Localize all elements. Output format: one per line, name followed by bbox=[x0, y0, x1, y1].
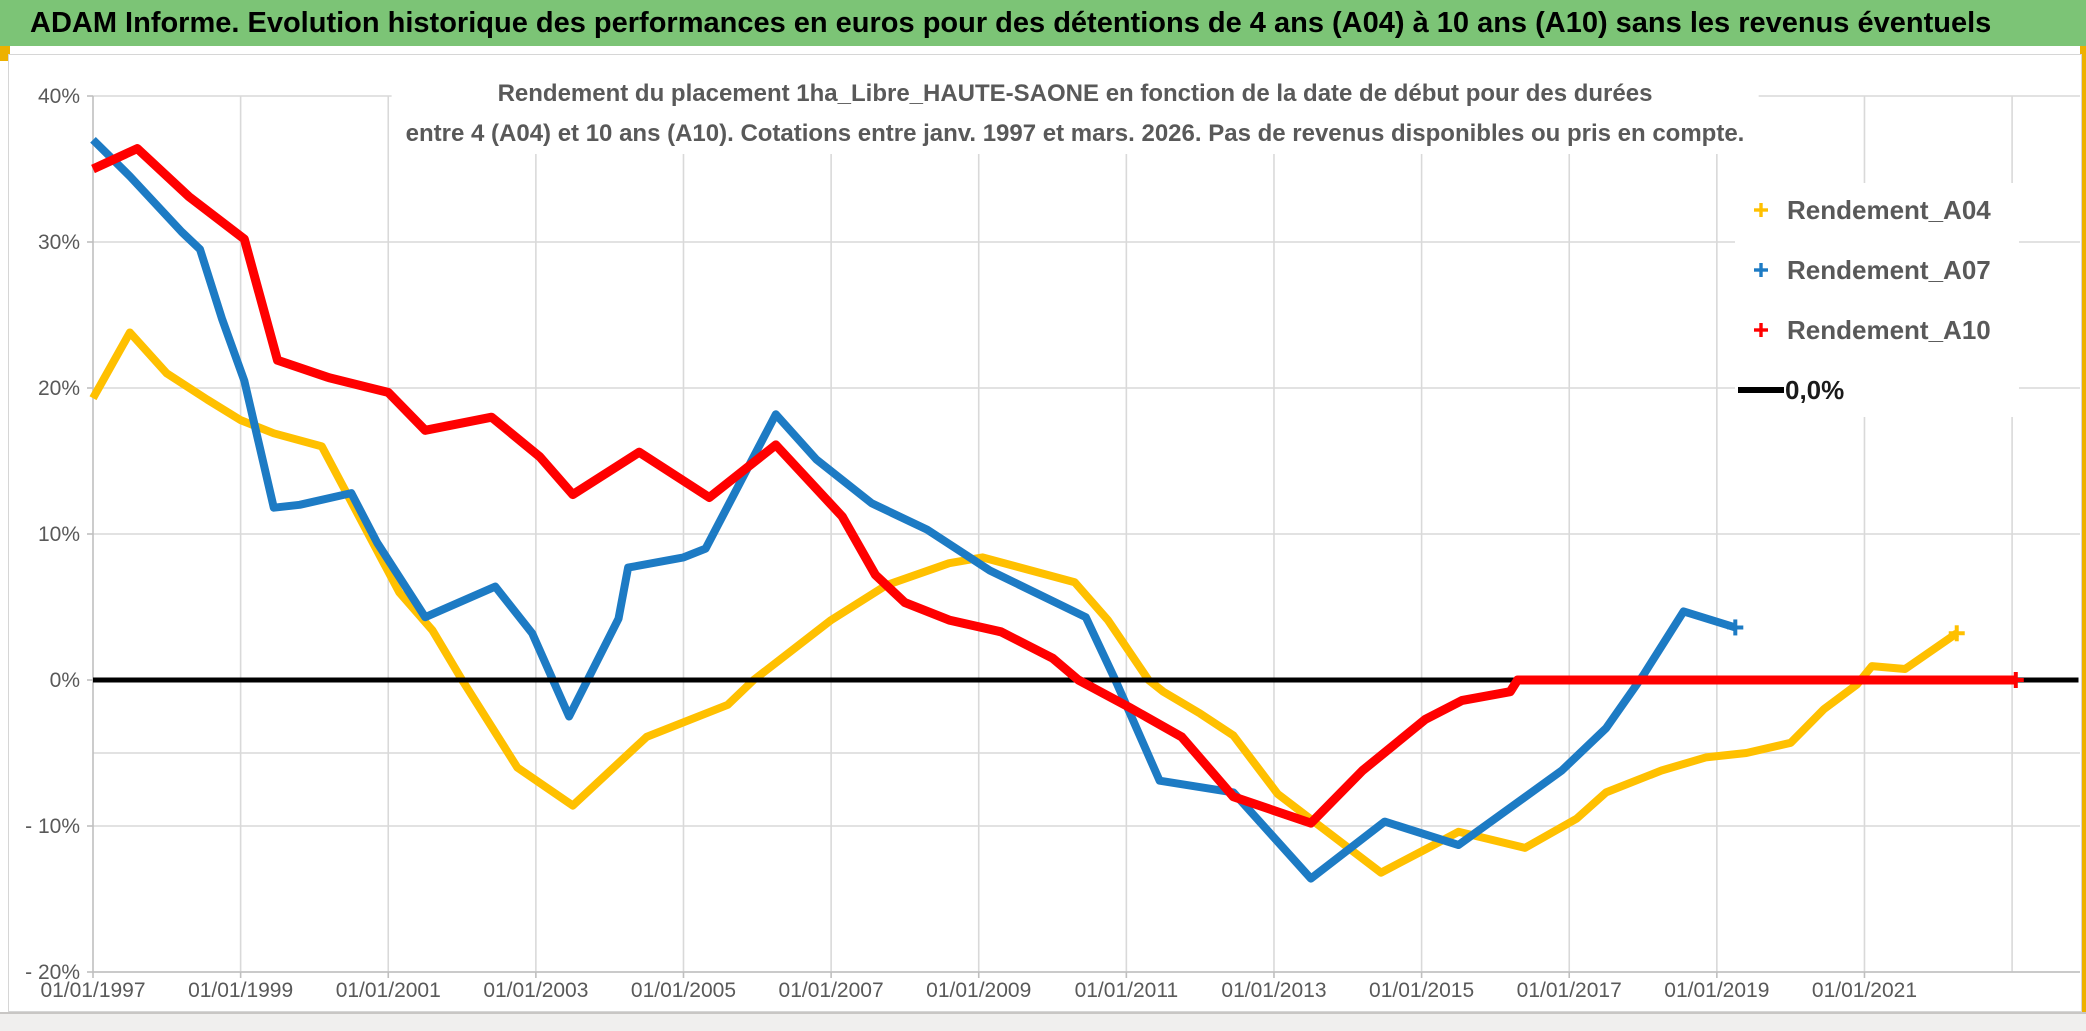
x-axis-label-2007: 01/01/2007 bbox=[779, 979, 884, 1002]
series-Rendement_A10[interactable] bbox=[91, 144, 2016, 828]
x-axis-label-2003: 01/01/2003 bbox=[483, 979, 588, 1002]
sheet-bottom-strip bbox=[0, 1012, 2086, 1031]
x-axis-label-2013: 01/01/2013 bbox=[1221, 979, 1326, 1002]
banner-title: ADAM Informe. Evolution historique des p… bbox=[30, 7, 1992, 39]
chart-title: Rendement du placement 1ha_Libre_HAUTE-S… bbox=[391, 74, 1759, 154]
x-axis-label-1997: 01/01/1997 bbox=[40, 979, 145, 1002]
legend-item-0-0-[interactable]: 0,0% bbox=[1735, 363, 2019, 417]
legend-label: Rendement_A04 bbox=[1787, 194, 1991, 225]
chart-legend[interactable]: Rendement_A04 Rendement_A07 Rendement_A10 0… bbox=[1735, 183, 2019, 417]
y-axis-label--10: - 10% bbox=[25, 815, 80, 838]
x-axis-label-2001: 01/01/2001 bbox=[336, 979, 441, 1002]
legend-item-Rendement-A10[interactable]: Rendement_A10 bbox=[1735, 303, 2019, 357]
legend-item-Rendement-A04[interactable]: Rendement_A04 bbox=[1735, 183, 2019, 237]
legend-plus-icon bbox=[1735, 321, 1787, 339]
series-Rendement_A07[interactable] bbox=[90, 136, 1737, 883]
legend-plus-icon bbox=[1735, 201, 1787, 219]
legend-label: Rendement_A07 bbox=[1787, 254, 1991, 285]
x-axis-label-2021: 01/01/2021 bbox=[1812, 979, 1917, 1002]
y-axis-label-10: 10% bbox=[38, 523, 80, 546]
chart-title-line1: Rendement du placement 1ha_Libre_HAUTE-S… bbox=[497, 80, 1653, 107]
legend-line-swatch bbox=[1735, 387, 1787, 393]
sheet-edge-left-cell bbox=[0, 46, 10, 61]
legend-item-Rendement-A07[interactable]: Rendement_A07 bbox=[1735, 243, 2019, 297]
x-axis-label-2015: 01/01/2015 bbox=[1369, 979, 1474, 1002]
series-Rendement_A04[interactable] bbox=[89, 328, 1959, 877]
zero-line-swatch bbox=[1738, 387, 1784, 393]
x-axis-label-2009: 01/01/2009 bbox=[926, 979, 1031, 1002]
title-banner: ADAM Informe. Evolution historique des p… bbox=[0, 0, 2086, 46]
y-axis-label-20: 20% bbox=[38, 377, 80, 400]
x-axis-label-2017: 01/01/2017 bbox=[1517, 979, 1622, 1002]
y-axis-label--20: - 20% bbox=[25, 961, 80, 984]
chart-title-line2: entre 4 (A04) et 10 ans (A10). Cotations… bbox=[405, 120, 1745, 147]
legend-label: Rendement_A10 bbox=[1787, 314, 1991, 345]
x-axis-label-2005: 01/01/2005 bbox=[631, 979, 736, 1002]
sheet-edge-right-cell bbox=[2080, 46, 2086, 1012]
y-axis-label-30: 30% bbox=[38, 231, 80, 254]
x-axis-label-1999: 01/01/1999 bbox=[188, 979, 293, 1002]
y-axis-label-0: 0% bbox=[50, 669, 80, 692]
x-axis-label-2019: 01/01/2019 bbox=[1664, 979, 1769, 1002]
y-axis-label-40: 40% bbox=[38, 85, 80, 108]
legend-label: 0,0% bbox=[1785, 374, 1845, 405]
legend-plus-icon bbox=[1735, 261, 1787, 279]
x-axis-label-2011: 01/01/2011 bbox=[1075, 979, 1179, 1002]
